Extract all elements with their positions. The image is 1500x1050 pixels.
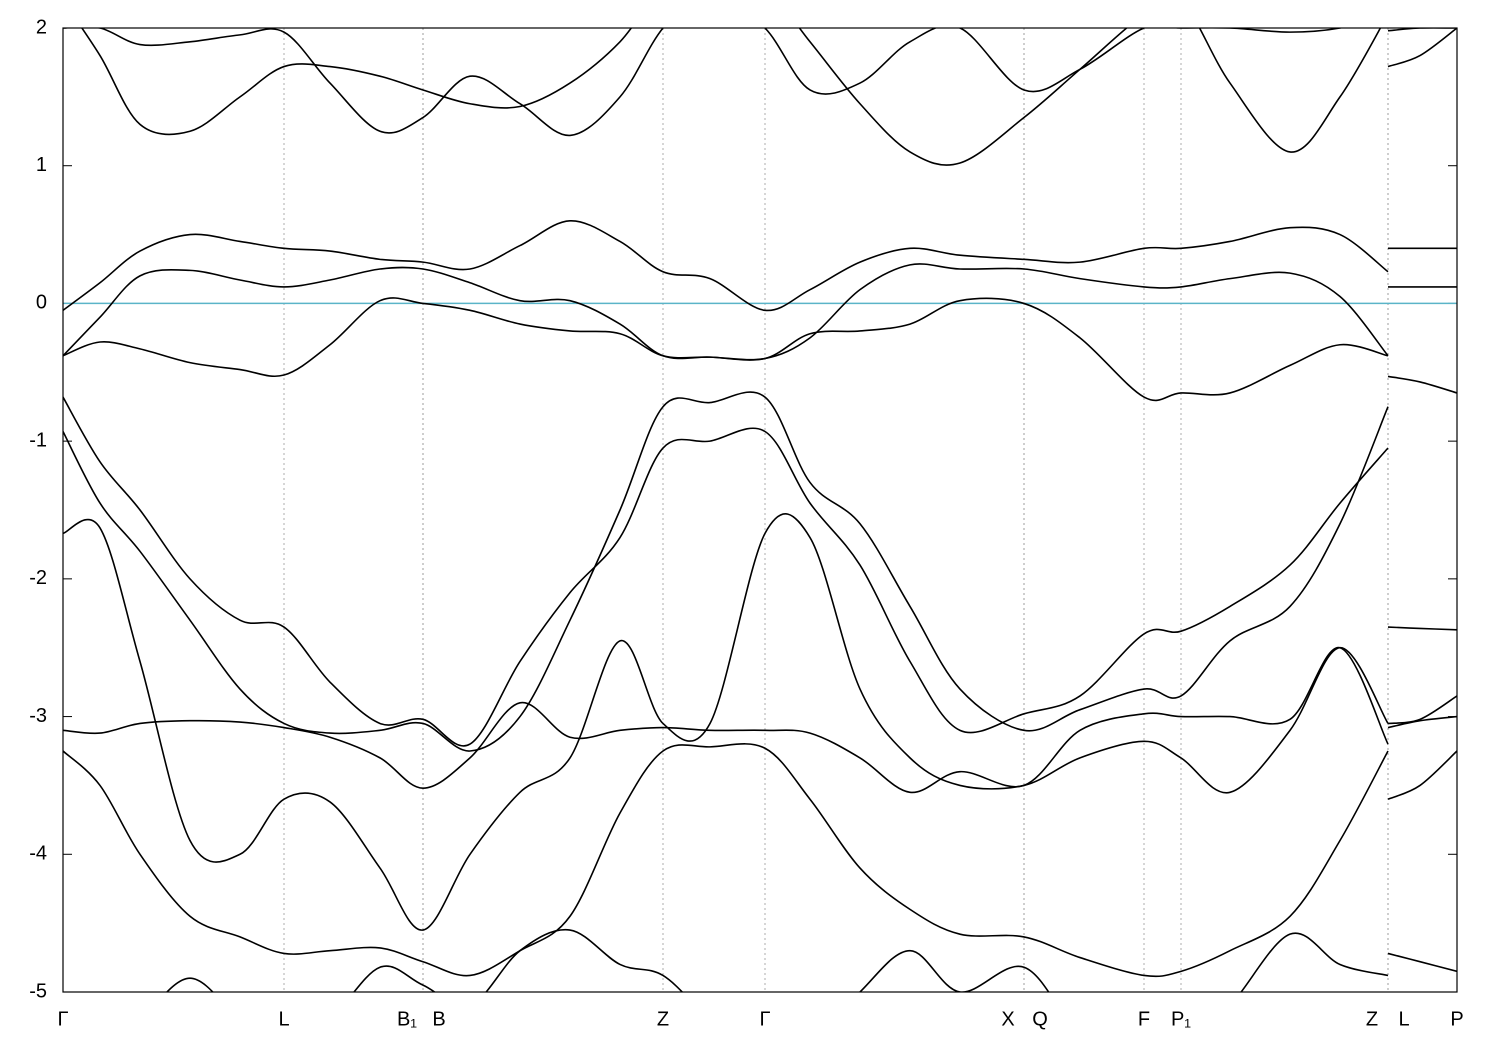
band bbox=[80, 28, 1382, 166]
band bbox=[1387, 715, 1457, 729]
band bbox=[63, 646, 1389, 794]
x-tick-label: Z bbox=[657, 1008, 669, 1030]
band bbox=[1387, 952, 1457, 973]
band bbox=[1387, 28, 1457, 68]
band bbox=[63, 219, 1389, 312]
x-tick-label: L bbox=[1398, 1008, 1409, 1030]
x-tick-label: B₁ bbox=[397, 1008, 417, 1030]
band bbox=[1387, 375, 1457, 394]
x-tick-label: Γ bbox=[57, 1008, 68, 1030]
x-tick-label: L bbox=[278, 1008, 289, 1030]
band bbox=[63, 263, 1389, 361]
x-tick-label: B bbox=[432, 1008, 445, 1030]
band bbox=[63, 28, 1344, 137]
band bbox=[63, 513, 1389, 931]
y-tick-label: 1 bbox=[36, 154, 47, 176]
band bbox=[63, 297, 1389, 402]
bands bbox=[63, 28, 1457, 992]
band bbox=[1387, 750, 1457, 800]
x-tick-label: Q bbox=[1032, 1008, 1048, 1030]
plot-frame bbox=[62, 27, 1458, 993]
band bbox=[1387, 695, 1457, 725]
band bbox=[63, 391, 1389, 752]
x-tick-label: X bbox=[1001, 1008, 1014, 1030]
y-tick-label: -1 bbox=[29, 429, 47, 451]
x-tick-label: Γ bbox=[759, 1008, 770, 1030]
band bbox=[63, 743, 1389, 978]
y-tick-label: -4 bbox=[29, 843, 47, 865]
x-tick-label: Z bbox=[1366, 1008, 1378, 1030]
band bbox=[1387, 626, 1457, 631]
band bbox=[165, 928, 1389, 992]
y-tick-label: -3 bbox=[29, 705, 47, 727]
y-tick-label: -5 bbox=[29, 980, 47, 1002]
x-tick-label: F bbox=[1138, 1008, 1150, 1030]
band bbox=[63, 396, 1389, 747]
x-tick-label: P₁ bbox=[1171, 1008, 1191, 1030]
band bbox=[1387, 28, 1457, 32]
y-tick-label: -2 bbox=[29, 567, 47, 589]
x-tick-label: P bbox=[1450, 1008, 1463, 1030]
y-tick-label: 0 bbox=[36, 292, 47, 314]
y-tick-label: 2 bbox=[36, 16, 47, 38]
